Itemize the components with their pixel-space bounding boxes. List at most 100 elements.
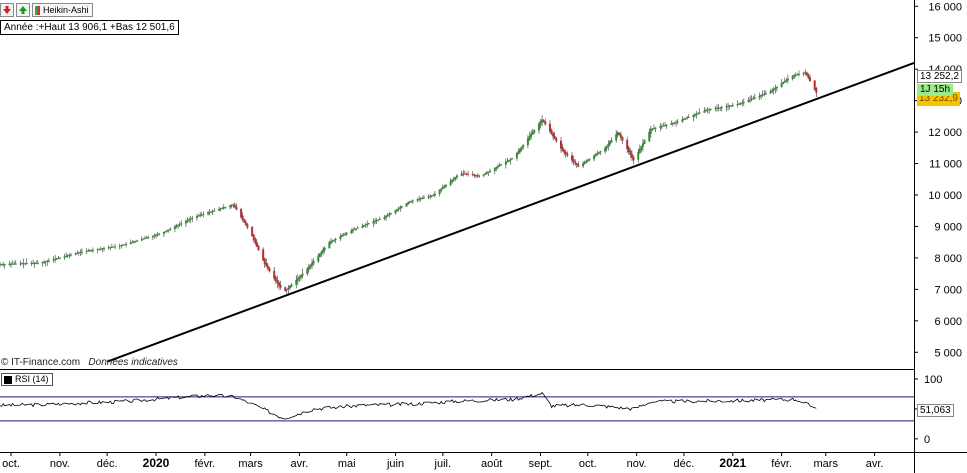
candle-body — [46, 260, 49, 262]
candle-body — [345, 232, 348, 235]
candle-body — [246, 224, 249, 228]
candle-body — [356, 227, 359, 229]
candle-body — [169, 228, 172, 230]
candle-body — [586, 160, 589, 162]
candle-body — [675, 122, 678, 124]
arrow-down-icon[interactable] — [0, 3, 14, 17]
candle-body — [344, 233, 347, 235]
candle-body — [441, 187, 444, 189]
candle-body — [399, 207, 402, 209]
candle-body — [563, 150, 566, 153]
candle-body — [641, 143, 644, 147]
candle-body — [306, 268, 309, 275]
candle-body — [103, 248, 106, 250]
candle-body — [366, 223, 369, 225]
chart-style-selector[interactable]: Heikin-Ashi — [32, 3, 93, 17]
candle-body — [421, 197, 424, 199]
candle-body — [263, 258, 266, 265]
candle-body — [478, 175, 481, 177]
candle-body — [531, 132, 534, 135]
candle-body — [619, 134, 622, 138]
candle-body — [66, 255, 69, 257]
candle-body — [769, 91, 772, 94]
candle-body — [730, 105, 733, 107]
last-price-tag: 13 252,2 — [917, 70, 962, 83]
candle-body — [542, 120, 545, 122]
candle-body — [720, 107, 723, 109]
candle-body — [180, 223, 183, 225]
candle-body — [290, 284, 293, 287]
x-tick-label: nov. — [50, 458, 70, 470]
candle-body — [96, 249, 99, 251]
candle-body — [526, 138, 529, 146]
rsi-indicator-label[interactable]: RSI (14) — [1, 373, 53, 386]
candle-body — [742, 101, 745, 103]
candle-body — [791, 75, 794, 80]
candle-body — [643, 140, 646, 144]
candle-body — [211, 210, 214, 212]
candle-body — [317, 255, 320, 262]
candle-body — [188, 219, 191, 221]
candle-body — [550, 130, 553, 135]
candle-body — [520, 146, 523, 150]
candle-body — [796, 74, 799, 76]
candle-body — [14, 263, 17, 265]
price-tick-label: 10 000 — [928, 190, 962, 202]
candle-body — [110, 246, 113, 248]
price-tick-label: 9 000 — [934, 221, 962, 233]
candle-body — [405, 203, 408, 207]
candle-body — [195, 216, 198, 219]
candle-body — [322, 249, 325, 253]
candle-body — [331, 240, 334, 242]
candle-body — [408, 201, 411, 203]
rsi-color-icon — [4, 375, 12, 384]
candle-body — [440, 188, 443, 191]
candle-body — [107, 247, 110, 249]
candle-body — [808, 77, 811, 82]
candle-body — [311, 262, 314, 266]
candle-body — [378, 218, 381, 220]
candle-body — [588, 158, 591, 161]
price-tick-label: 8 000 — [934, 253, 962, 265]
rsi-label-text: RSI (14) — [15, 374, 49, 384]
price-tick-label: 15 000 — [928, 33, 962, 45]
candle-body — [266, 265, 269, 269]
candle-body — [155, 234, 158, 236]
candle-body — [456, 175, 458, 178]
candle-body — [0, 264, 1, 266]
candle-body — [252, 234, 255, 240]
candle-body — [753, 97, 756, 99]
candle-body — [599, 151, 602, 153]
candle-body — [465, 173, 468, 175]
candle-body — [438, 189, 441, 194]
rsi-panel: 100500 — [0, 374, 942, 446]
candle-body — [511, 158, 514, 160]
candle-body — [575, 163, 578, 166]
candle-body — [489, 170, 492, 172]
candle-body — [54, 258, 57, 260]
candle-body — [74, 253, 77, 255]
arrow-up-icon[interactable] — [16, 3, 30, 17]
candle-body — [19, 263, 22, 265]
candle-body — [295, 279, 298, 286]
candle-body — [607, 143, 610, 147]
yearly-high-low-box: Année :+Haut 13 906,1 +Bas 12 501,6 — [0, 20, 179, 35]
candle-body — [284, 287, 287, 291]
candle-body — [222, 207, 225, 209]
timeframe-tag: 1J 15h — [917, 84, 954, 96]
price-tick-label: 12 000 — [928, 127, 962, 139]
candle-body — [229, 205, 232, 208]
x-tick-label: mai — [338, 458, 356, 470]
candle-body — [627, 147, 630, 152]
candle-body — [210, 211, 213, 213]
candle-body — [364, 224, 367, 226]
candle-body — [571, 155, 574, 161]
candle-body — [43, 261, 46, 263]
price-tick-label: 5 000 — [934, 347, 962, 359]
candle-body — [566, 153, 569, 156]
x-tick-label: juil. — [434, 458, 452, 470]
candles-layer — [0, 69, 818, 295]
candle-body — [544, 121, 547, 125]
candle-body — [142, 238, 145, 240]
